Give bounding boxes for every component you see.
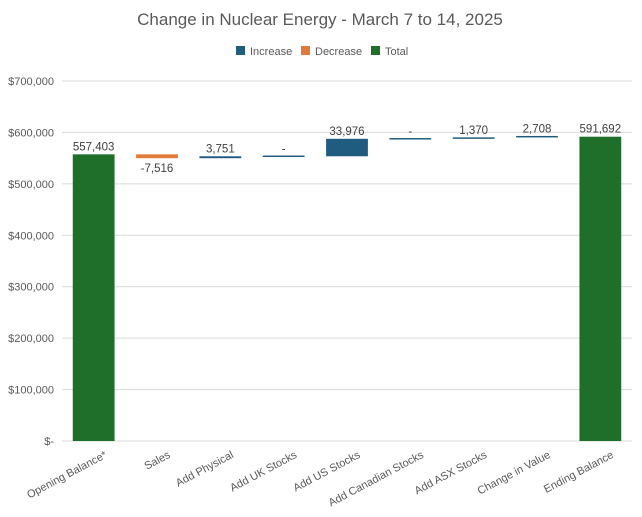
legend-swatch-decrease xyxy=(301,46,310,55)
data-label-3: - xyxy=(282,143,286,155)
y-tick-label: $700,000 xyxy=(8,76,54,88)
data-label-5: - xyxy=(408,126,412,138)
x-tick-label: Sales xyxy=(142,449,172,473)
data-label-4: 33,976 xyxy=(329,126,364,138)
bar-1 xyxy=(136,154,178,159)
legend-swatch-increase xyxy=(236,46,245,55)
y-tick-label: $600,000 xyxy=(8,127,54,139)
bar-5 xyxy=(389,138,432,140)
data-label-0: 557,403 xyxy=(73,141,115,153)
bars xyxy=(72,135,622,441)
data-labels: 557,403 -7,516 3,751 - 33,976 - 1,370 2,708 591,… xyxy=(73,124,621,175)
bar-4 xyxy=(326,138,368,157)
y-tick-label: $200,000 xyxy=(8,333,54,345)
y-tick-label: $100,000 xyxy=(8,385,54,397)
y-tick-label: $500,000 xyxy=(8,179,54,191)
gridlines xyxy=(62,80,632,442)
legend-swatch-total xyxy=(371,46,380,55)
x-tick-label: Add UK Stocks xyxy=(228,449,299,495)
legend-label-increase: Increase xyxy=(250,46,292,58)
chart-title: Change in Nuclear Energy - March 7 to 14… xyxy=(137,10,503,29)
data-label-8: 591,692 xyxy=(580,124,622,136)
x-tick-label: Ending Balance xyxy=(542,449,616,496)
bar-0 xyxy=(72,154,115,441)
bar-3 xyxy=(262,155,305,158)
data-label-1: -7,516 xyxy=(141,163,174,175)
y-tick-label: $300,000 xyxy=(8,282,54,294)
data-label-7: 2,708 xyxy=(523,124,552,136)
data-label-6: 1,370 xyxy=(459,125,488,137)
bar-6 xyxy=(452,137,495,139)
bar-2 xyxy=(199,156,242,159)
x-tick-label: Opening Balance* xyxy=(25,449,110,502)
legend-label-decrease: Decrease xyxy=(315,46,362,58)
legend-label-total: Total xyxy=(385,46,408,58)
y-tick-label: $400,000 xyxy=(8,230,54,242)
y-axis: $- $100,000 $200,000 $300,000 $400,000 $500,0… xyxy=(8,76,54,448)
bar-8 xyxy=(579,136,622,441)
bar-7 xyxy=(516,135,558,138)
data-label-2: 3,751 xyxy=(206,143,235,155)
x-tick-label: Add Physical xyxy=(174,449,236,489)
y-tick-label: $- xyxy=(44,436,54,448)
legend: Increase Decrease Total xyxy=(236,46,408,58)
